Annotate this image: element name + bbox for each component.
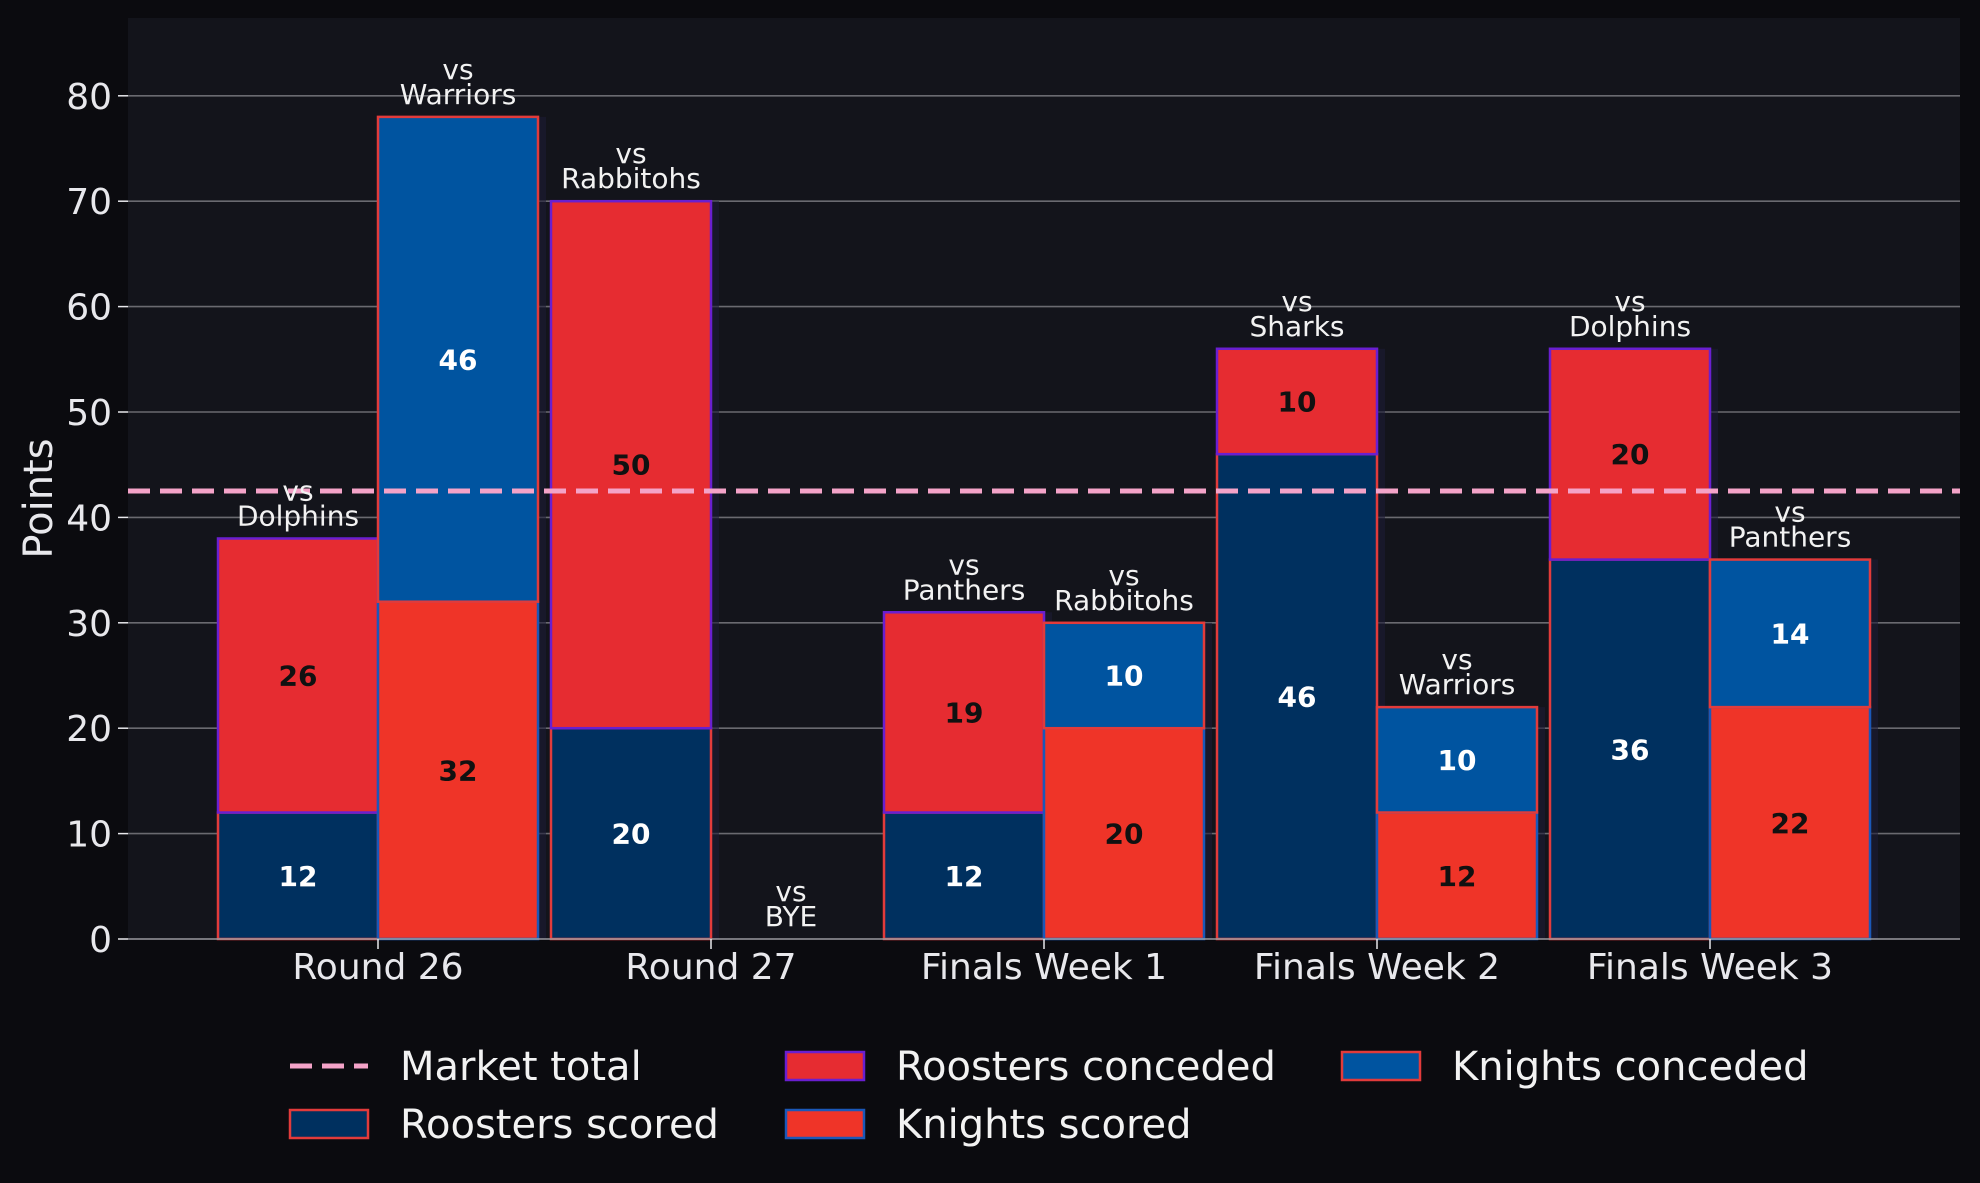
value-label-roosters-round-27-conceded: 50: [612, 449, 651, 482]
y-tick-label-50: 50: [66, 393, 112, 434]
legend-swatch-roosters-scored: [288, 1108, 370, 1140]
value-label-roosters-round-26-scored: 12: [279, 860, 318, 893]
value-label-roosters-finals-week-3-conceded: 20: [1611, 438, 1650, 471]
legend-swatch-roosters-conceded: [784, 1050, 866, 1082]
legend: Market total Roosters conceded Knights con…: [288, 1044, 1808, 1148]
y-tick-label-80: 80: [66, 77, 112, 118]
y-tick-label-0: 0: [89, 920, 112, 961]
value-label-knights-finals-week-2-scored: 12: [1438, 860, 1477, 893]
value-label-knights-finals-week-3-scored: 22: [1771, 807, 1810, 840]
opponent-label-vs-knights-finals-week-3: vs: [1774, 496, 1805, 529]
opponent-label-vs-roosters-finals-week-1: vs: [948, 548, 979, 581]
y-tick-label-10: 10: [66, 815, 112, 856]
opponent-label-vs-roosters-round-26: vs: [282, 474, 313, 507]
data-labels: 1226vsDolphins3246vsWarriors2050vsRabbit…: [237, 53, 1851, 933]
y-tick-label-30: 30: [66, 604, 112, 645]
bar-roosters-round-26-conceded: [216, 537, 380, 814]
y-tick-label-70: 70: [66, 182, 112, 223]
bar-knights-finals-week-1-scored: [1042, 726, 1206, 941]
bar-knights-round-26-conceded: [376, 115, 540, 603]
opponent-label-roosters-finals-week-2: Sharks: [1250, 310, 1345, 343]
bar-roosters-round-26-scored: [216, 811, 380, 941]
opponent-label-roosters-finals-week-3: Dolphins: [1569, 310, 1691, 343]
opponent-label-vs-knights-finals-week-2: vs: [1441, 643, 1472, 676]
value-label-roosters-round-27-scored: 20: [612, 818, 651, 851]
legend-label-knights-conceded: Knights conceded: [1452, 1044, 1808, 1090]
value-label-knights-finals-week-2-conceded: 10: [1438, 744, 1477, 777]
x-tick-label-finals-week-1: Finals Week 1: [921, 947, 1167, 988]
axes: 0 10 20 30 40 50 60 70 80 Round 26 Round 27 Finals …: [16, 77, 1960, 988]
x-tick-label-round-27: Round 27: [625, 947, 796, 988]
opponent-label-roosters-round-26: Dolphins: [237, 499, 359, 532]
legend-swatch-knights-conceded: [1340, 1050, 1422, 1082]
opponent-label-knights-finals-week-1: Rabbitohs: [1054, 584, 1194, 617]
opponent-label-knights-round-27: BYE: [765, 900, 817, 933]
opponent-label-vs-roosters-finals-week-3: vs: [1614, 285, 1645, 318]
bar-knights-finals-week-3-scored: [1708, 705, 1872, 941]
opponent-label-vs-knights-finals-week-1: vs: [1108, 559, 1139, 592]
bar-roosters-round-27-scored: [549, 726, 713, 941]
opponent-label-knights-finals-week-3: Panthers: [1729, 521, 1852, 554]
bar-knights-finals-week-2-scored: [1375, 811, 1539, 941]
value-label-roosters-finals-week-1-scored: 12: [945, 860, 984, 893]
legend-label-market-total: Market total: [400, 1044, 642, 1090]
legend-label-roosters-conceded: Roosters conceded: [896, 1044, 1276, 1090]
value-label-knights-finals-week-3-conceded: 14: [1771, 617, 1810, 650]
opponent-label-knights-round-26: Warriors: [400, 78, 517, 111]
bar-roosters-finals-week-2-conceded: [1215, 347, 1379, 456]
bar-roosters-finals-week-1-conceded: [882, 611, 1046, 814]
bar-knights-round-26-scored: [376, 600, 540, 941]
legend-swatch-knights-scored: [784, 1108, 866, 1140]
opponent-label-roosters-round-27: Rabbitohs: [561, 162, 701, 195]
opponent-label-knights-finals-week-2: Warriors: [1399, 668, 1516, 701]
y-axis-title: Points: [16, 438, 62, 558]
value-label-roosters-finals-week-1-conceded: 19: [945, 696, 984, 729]
legend-label-roosters-scored: Roosters scored: [400, 1102, 719, 1148]
value-label-roosters-finals-week-3-scored: 36: [1611, 733, 1650, 766]
x-tick-label-finals-week-2: Finals Week 2: [1254, 947, 1500, 988]
opponent-label-roosters-finals-week-1: Panthers: [903, 573, 1026, 606]
value-label-knights-finals-week-1-scored: 20: [1105, 818, 1144, 851]
opponent-label-vs-knights-round-27: vs: [775, 875, 806, 908]
x-tick-label-round-26: Round 26: [292, 947, 463, 988]
opponent-label-vs-knights-round-26: vs: [442, 53, 473, 86]
bars: [216, 115, 1878, 941]
opponent-label-vs-roosters-finals-week-2: vs: [1281, 285, 1312, 318]
legend-label-knights-scored: Knights scored: [896, 1102, 1192, 1148]
bar-roosters-finals-week-3-conceded: [1548, 347, 1712, 561]
value-label-roosters-round-26-conceded: 26: [279, 660, 318, 693]
y-tick-label-20: 20: [66, 709, 112, 750]
opponent-label-vs-roosters-round-27: vs: [615, 137, 646, 170]
value-label-knights-round-26-conceded: 46: [439, 343, 478, 376]
value-label-roosters-finals-week-2-conceded: 10: [1278, 385, 1317, 418]
x-tick-label-finals-week-3: Finals Week 3: [1587, 947, 1833, 988]
bar-knights-finals-week-1-conceded: [1042, 621, 1206, 730]
y-tick-label-60: 60: [66, 288, 112, 329]
bar-roosters-finals-week-2-scored: [1215, 452, 1379, 941]
value-label-knights-round-26-scored: 32: [439, 754, 478, 787]
bar-roosters-round-27-conceded: [549, 199, 713, 730]
bar-knights-finals-week-2-conceded: [1375, 705, 1539, 814]
value-label-roosters-finals-week-2-scored: 46: [1278, 681, 1317, 714]
value-label-knights-finals-week-1-conceded: 10: [1105, 660, 1144, 693]
y-tick-label-40: 40: [66, 498, 112, 539]
bar-knights-finals-week-3-conceded: [1708, 558, 1872, 709]
